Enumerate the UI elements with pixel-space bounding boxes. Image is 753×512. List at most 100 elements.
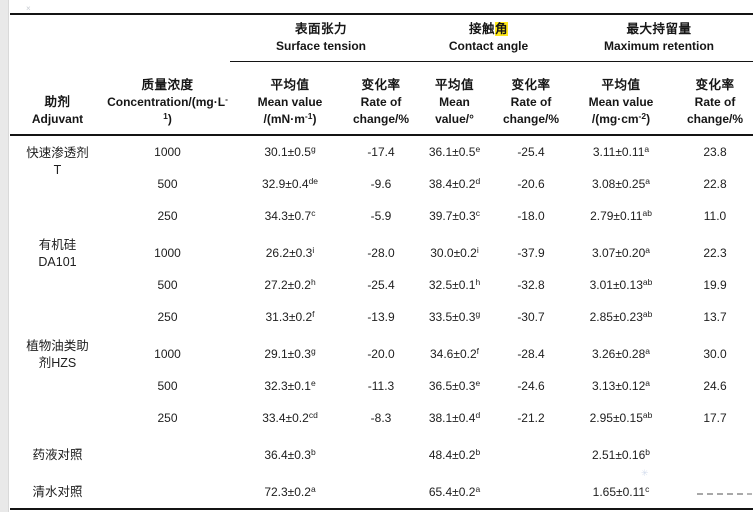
cell-value: 30.0±0.2 (430, 245, 477, 260)
surface-tension-mean-cell: 33.4±0.2cd (230, 402, 350, 434)
max-retention-zh: 最大持留量 (626, 22, 692, 36)
max-retention-rate-cell: 17.7 (677, 402, 753, 434)
contact-angle-rate-cell: -28.4 (497, 333, 565, 370)
surface-tension-mean-cell: 32.9±0.4de (230, 168, 350, 200)
adjuvant-label: 清水对照 (32, 484, 83, 499)
significance-superscript: e (310, 377, 316, 388)
surface-tension-rate-cell: -25.4 (350, 269, 412, 301)
page-left-margin-strip (0, 0, 9, 512)
cell-value: 30.1±0.5 (264, 144, 311, 159)
cell-value: 36.4±0.3 (264, 447, 311, 462)
cell-value: -18.0 (517, 208, 545, 223)
contact-angle-mean-cell: 39.7±0.3c (412, 200, 497, 232)
contact-angle-mean-cell: 65.4±0.2a (412, 471, 497, 510)
scan-artifact-bottom-right: ✳ (641, 468, 649, 478)
cell-value: 33.5±0.3 (428, 309, 476, 324)
mr-mean-column-header: 平均值 Mean value /(mg·cm-2) (565, 61, 677, 136)
max-retention-mean-cell: 1.65±0.11c (565, 471, 677, 510)
cell-value: -32.8 (517, 277, 545, 292)
max-retention-mean-cell: 2.85±0.23ab (565, 301, 677, 333)
significance-superscript: b (475, 446, 481, 457)
significance-superscript: b (310, 446, 316, 457)
empty-header-cell (105, 13, 230, 62)
surface-tension-group-header: 表面张力 Surface tension (230, 13, 412, 62)
max-retention-mean-cell: 3.11±0.11a (565, 135, 677, 168)
cell-value: 22.3 (703, 245, 727, 260)
adjuvant-effects-table: 表面张力 Surface tension 接触角 Contact angle 最… (10, 13, 753, 510)
significance-superscript: ab (642, 276, 653, 287)
contact-angle-mean-cell: 38.1±0.4d (412, 402, 497, 434)
cell-value: -13.9 (367, 309, 395, 324)
concentration-cell (105, 471, 230, 510)
table-row: 500 27.2±0.2h -25.4 32.5±0.1h -32.8 3.01±0.13… (10, 269, 753, 301)
surface-tension-rate-cell: -5.9 (350, 200, 412, 232)
concentration-cell: 1000 (105, 333, 230, 370)
empty-header-cell (10, 13, 105, 62)
adjuvant-label: 植物油类助 (26, 339, 89, 353)
contact-angle-rate-cell (497, 471, 565, 510)
max-retention-mean-cell: 3.01±0.13ab (565, 269, 677, 301)
significance-superscript: a (645, 377, 651, 388)
significance-superscript: de (308, 175, 319, 186)
cell-value: 24.6 (703, 378, 727, 393)
column-group-row: 表面张力 Surface tension 接触角 Contact angle 最… (10, 13, 753, 62)
surface-tension-mean-cell: 36.4±0.3b (230, 434, 350, 471)
cell-value: -8.3 (370, 410, 392, 425)
mr-rate-column-header: 变化率 Rate of change/% (677, 61, 753, 136)
cell-value: 11.0 (703, 208, 727, 223)
concentration-column-header: 质量浓度 Concentration/(mg·L-1) (105, 61, 230, 136)
significance-superscript: f (312, 308, 315, 319)
cell-value: -24.6 (517, 378, 545, 393)
contact-angle-mean-cell: 36.5±0.3e (412, 370, 497, 402)
surface-tension-mean-cell: 32.3±0.1e (230, 370, 350, 402)
cell-value: 34.3±0.7 (264, 208, 312, 223)
significance-superscript: i (476, 244, 479, 255)
surface-tension-rate-cell: -20.0 (350, 333, 412, 370)
surface-tension-rate-cell: -8.3 (350, 402, 412, 434)
cell-value: -20.6 (517, 176, 545, 191)
cell-value: 32.9±0.4 (261, 176, 309, 191)
cell-value: 39.7±0.3 (429, 208, 476, 223)
significance-superscript: i (312, 244, 315, 255)
cell-value: 29.1±0.3 (264, 346, 311, 361)
contact-angle-rate-cell: -37.9 (497, 232, 565, 269)
significance-superscript: g (310, 345, 316, 356)
concentration-cell: 500 (105, 370, 230, 402)
cell-value: 13.7 (703, 309, 727, 324)
table-row: 500 32.9±0.4de -9.6 38.4±0.2d -20.6 3.08±0.25… (10, 168, 753, 200)
surface-tension-mean-cell: 30.1±0.5g (230, 135, 350, 168)
adjuvant-label: 有机硅 (38, 238, 77, 252)
cell-value: 2.79±0.11 (590, 208, 643, 223)
cell-value: 26.2±0.3 (265, 245, 313, 260)
significance-superscript: a (644, 143, 650, 154)
contact-angle-rate-cell: -24.6 (497, 370, 565, 402)
contact-angle-mean-cell: 36.1±0.5e (412, 135, 497, 168)
concentration-cell: 500 (105, 269, 230, 301)
max-retention-mean-cell: 2.51±0.16b (565, 434, 677, 471)
cell-value: 2.51±0.16 (591, 447, 646, 462)
cell-value: 1000 (154, 346, 181, 361)
contact-angle-en: Contact angle (448, 39, 529, 53)
significance-superscript: ab (642, 207, 652, 218)
adjuvant-column-header: 助剂 Adjuvant (10, 61, 105, 136)
cell-value: 32.3±0.1 (264, 378, 311, 393)
contact-angle-mean-cell: 48.4±0.2b (412, 434, 497, 471)
surface-tension-rate-cell: -11.3 (350, 370, 412, 402)
contact-angle-rate-cell (497, 434, 565, 471)
max-retention-rate-cell: 22.3 (677, 232, 753, 269)
surface-tension-mean-cell: 26.2±0.3i (230, 232, 350, 269)
significance-superscript: b (645, 446, 651, 457)
contact-angle-zh: 接触角 (468, 22, 509, 36)
adjuvant-cell: 药液对照 (10, 434, 105, 471)
cell-value: -28.0 (367, 245, 395, 260)
significance-superscript: h (475, 276, 481, 287)
adjuvant-label: T (53, 163, 62, 177)
cell-value: 2.95±0.15 (589, 410, 643, 425)
significance-superscript: a (645, 244, 651, 255)
cell-value: 17.7 (703, 410, 727, 425)
table-row: 500 32.3±0.1e -11.3 36.5±0.3e -24.6 3.13±0.12… (10, 370, 753, 402)
adjuvant-cell: 有机硅 DA101 (10, 232, 105, 333)
column-header-row: 助剂 Adjuvant 质量浓度 Concentration/(mg·L-1) … (10, 61, 753, 136)
contact-angle-rate-cell: -30.7 (497, 301, 565, 333)
watermark-remnant-dashes (697, 490, 753, 498)
